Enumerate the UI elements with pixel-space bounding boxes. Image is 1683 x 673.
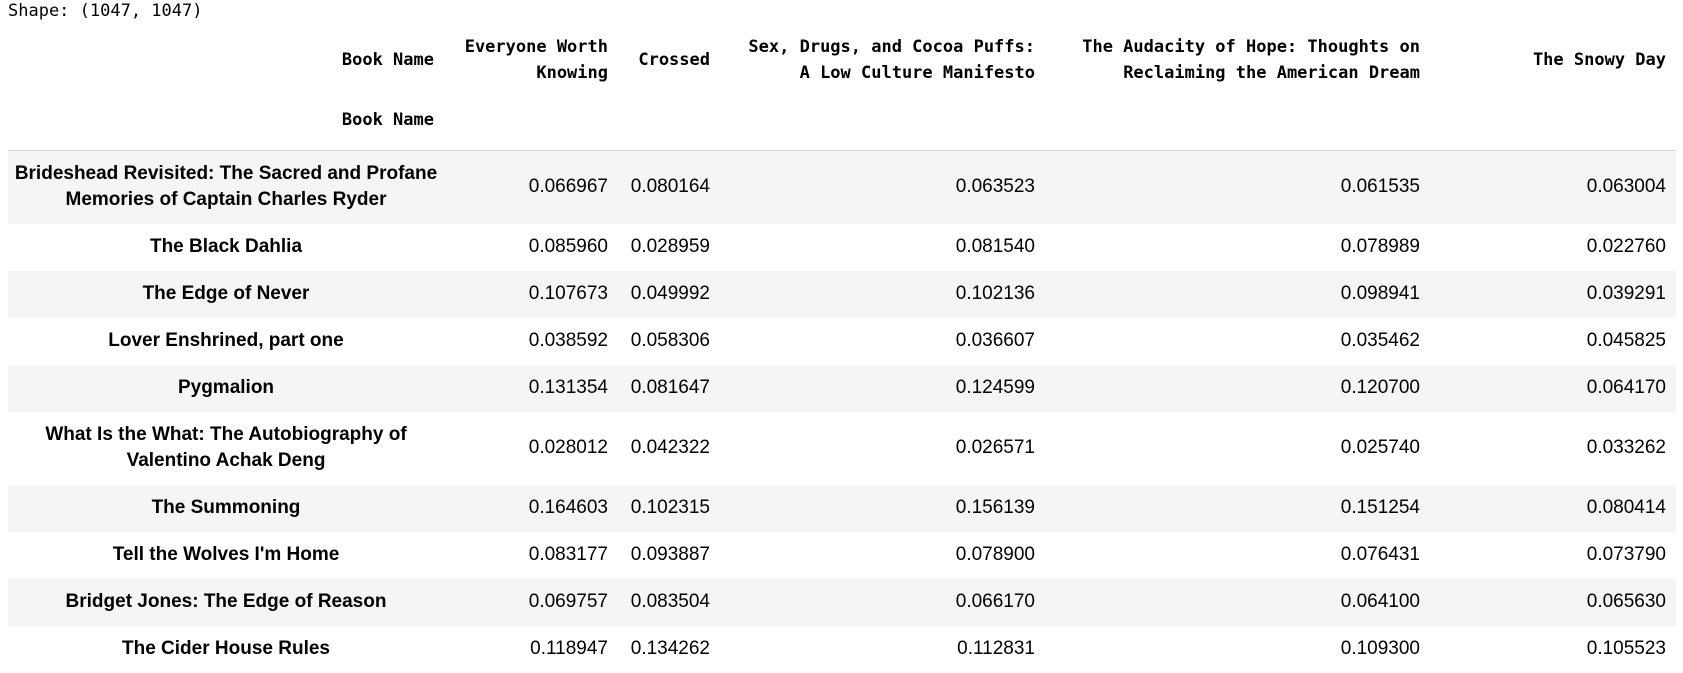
- row-index-label: Pygmalion: [177, 377, 275, 398]
- table-cell: 0.065630: [1586, 591, 1666, 612]
- table-row: The Summoning 0.164603 0.102315 0.156139 0.1…: [8, 484, 1676, 532]
- row-index-label: Bridget Jones: The Edge of Reason: [65, 591, 387, 612]
- row-index-label: Tell the Wolves I'm Home: [112, 544, 340, 565]
- table-cell: 0.134262: [630, 638, 710, 659]
- table-cell: 0.028959: [630, 236, 710, 257]
- row-index-label: The Cider House Rules: [122, 638, 330, 659]
- table-cell: 0.058306: [630, 330, 710, 351]
- table-row: Brideshead Revisited: The Sacred and Pro…: [8, 150, 1676, 224]
- row-index-label: Brideshead Revisited: The Sacred and Pro…: [14, 163, 438, 211]
- table-cell: 0.045825: [1586, 330, 1666, 351]
- table-cell: 0.035462: [1340, 330, 1420, 351]
- table-cell: 0.036607: [955, 330, 1035, 351]
- table-body: Brideshead Revisited: The Sacred and Pro…: [8, 150, 1676, 673]
- table-cell: 0.112831: [957, 638, 1035, 659]
- table-row: What Is the What: The Autobiography of V…: [8, 411, 1676, 485]
- row-index-label: What Is the What: The Autobiography of V…: [45, 424, 407, 471]
- table-cell: 0.022760: [1586, 236, 1666, 257]
- table-cell: 0.073790: [1586, 544, 1666, 565]
- table-row: Lover Enshrined, part one 0.038592 0.05830…: [8, 317, 1676, 365]
- table-cell: 0.049992: [630, 283, 710, 304]
- column-header: Sex, Drugs, and Cocoa Puffs: A Low Cultu…: [748, 37, 1035, 83]
- column-header: The Audacity of Hope: Thoughts on Reclai…: [1082, 37, 1420, 83]
- row-index-label: The Black Dahlia: [149, 236, 303, 257]
- table-row: Tell the Wolves I'm Home 0.083177 0.093887…: [8, 531, 1676, 579]
- table-cell: 0.078900: [955, 544, 1035, 565]
- table-cell: 0.061535: [1340, 176, 1420, 198]
- table-row: The Black Dahlia 0.085960 0.028959 0.081540…: [8, 223, 1676, 271]
- table-cell: 0.102136: [955, 283, 1035, 304]
- row-index-label: Lover Enshrined, part one: [108, 330, 344, 351]
- table-row: Bridget Jones: The Edge of Reason 0.06975…: [8, 578, 1676, 626]
- table-cell: 0.124599: [955, 377, 1035, 398]
- table-row: The Edge of Never 0.107673 0.049992 0.10213…: [8, 270, 1676, 318]
- table-cell: 0.080414: [1586, 497, 1666, 518]
- table-cell: 0.081540: [955, 236, 1035, 257]
- table-row: The Cider House Rules 0.118947 0.134262 0.1…: [8, 625, 1676, 673]
- table-cell: 0.120700: [1340, 377, 1420, 398]
- column-header: Everyone Worth Knowing: [464, 37, 608, 83]
- table-cell: 0.093887: [630, 544, 710, 565]
- table-cell: 0.039291: [1586, 283, 1666, 304]
- table-cell: 0.131354: [528, 377, 608, 398]
- table-cell: 0.076431: [1340, 544, 1420, 565]
- table-cell: 0.085960: [528, 236, 608, 257]
- table-cell: 0.066170: [955, 591, 1035, 612]
- table-cell: 0.151254: [1340, 497, 1420, 518]
- column-header: Crossed: [638, 50, 710, 70]
- table-cell: 0.105523: [1586, 638, 1666, 659]
- table-cell: 0.080164: [630, 176, 710, 198]
- table-cell: 0.107673: [528, 283, 608, 304]
- table-cell: 0.063523: [955, 176, 1035, 198]
- index-name-label: Book Name: [8, 90, 444, 151]
- dataframe-table: Book Name Everyone Worth Knowing Crossed…: [8, 30, 1676, 673]
- table-cell: 0.069757: [528, 591, 608, 612]
- table-cell: 0.042322: [630, 437, 710, 458]
- table-cell: 0.102315: [630, 497, 710, 518]
- row-index-label: The Summoning: [151, 497, 301, 518]
- table-cell: 0.028012: [528, 437, 608, 458]
- table-cell: 0.083504: [630, 591, 710, 612]
- table-cell: 0.026571: [955, 437, 1035, 458]
- row-index-label: The Edge of Never: [142, 283, 310, 304]
- index-name-row: Book Name: [8, 90, 1676, 151]
- table-cell: 0.098941: [1340, 283, 1420, 304]
- table-cell: 0.064100: [1340, 591, 1420, 612]
- index-header: Book Name: [341, 50, 434, 70]
- table-cell: 0.081647: [630, 377, 710, 398]
- table-row: Pygmalion 0.131354 0.081647 0.124599 0.12070…: [8, 364, 1676, 412]
- table-cell: 0.156139: [955, 497, 1035, 518]
- column-header-row: Book Name Everyone Worth Knowing Crossed…: [8, 30, 1676, 90]
- table-cell: 0.083177: [528, 544, 608, 565]
- table-cell: 0.066967: [528, 176, 608, 198]
- table-cell: 0.164603: [528, 497, 608, 518]
- column-header: The Snowy Day: [1532, 50, 1666, 70]
- table-cell: 0.064170: [1586, 377, 1666, 398]
- table-cell: 0.109300: [1340, 638, 1420, 659]
- table-cell: 0.063004: [1586, 176, 1666, 198]
- table-cell: 0.078989: [1340, 236, 1420, 257]
- table-cell: 0.033262: [1586, 437, 1666, 458]
- table-cell: 0.038592: [528, 330, 608, 351]
- table-cell: 0.118947: [530, 638, 608, 659]
- table-cell: 0.025740: [1340, 437, 1420, 458]
- shape-output-text: Shape: (1047, 1047): [8, 1, 203, 21]
